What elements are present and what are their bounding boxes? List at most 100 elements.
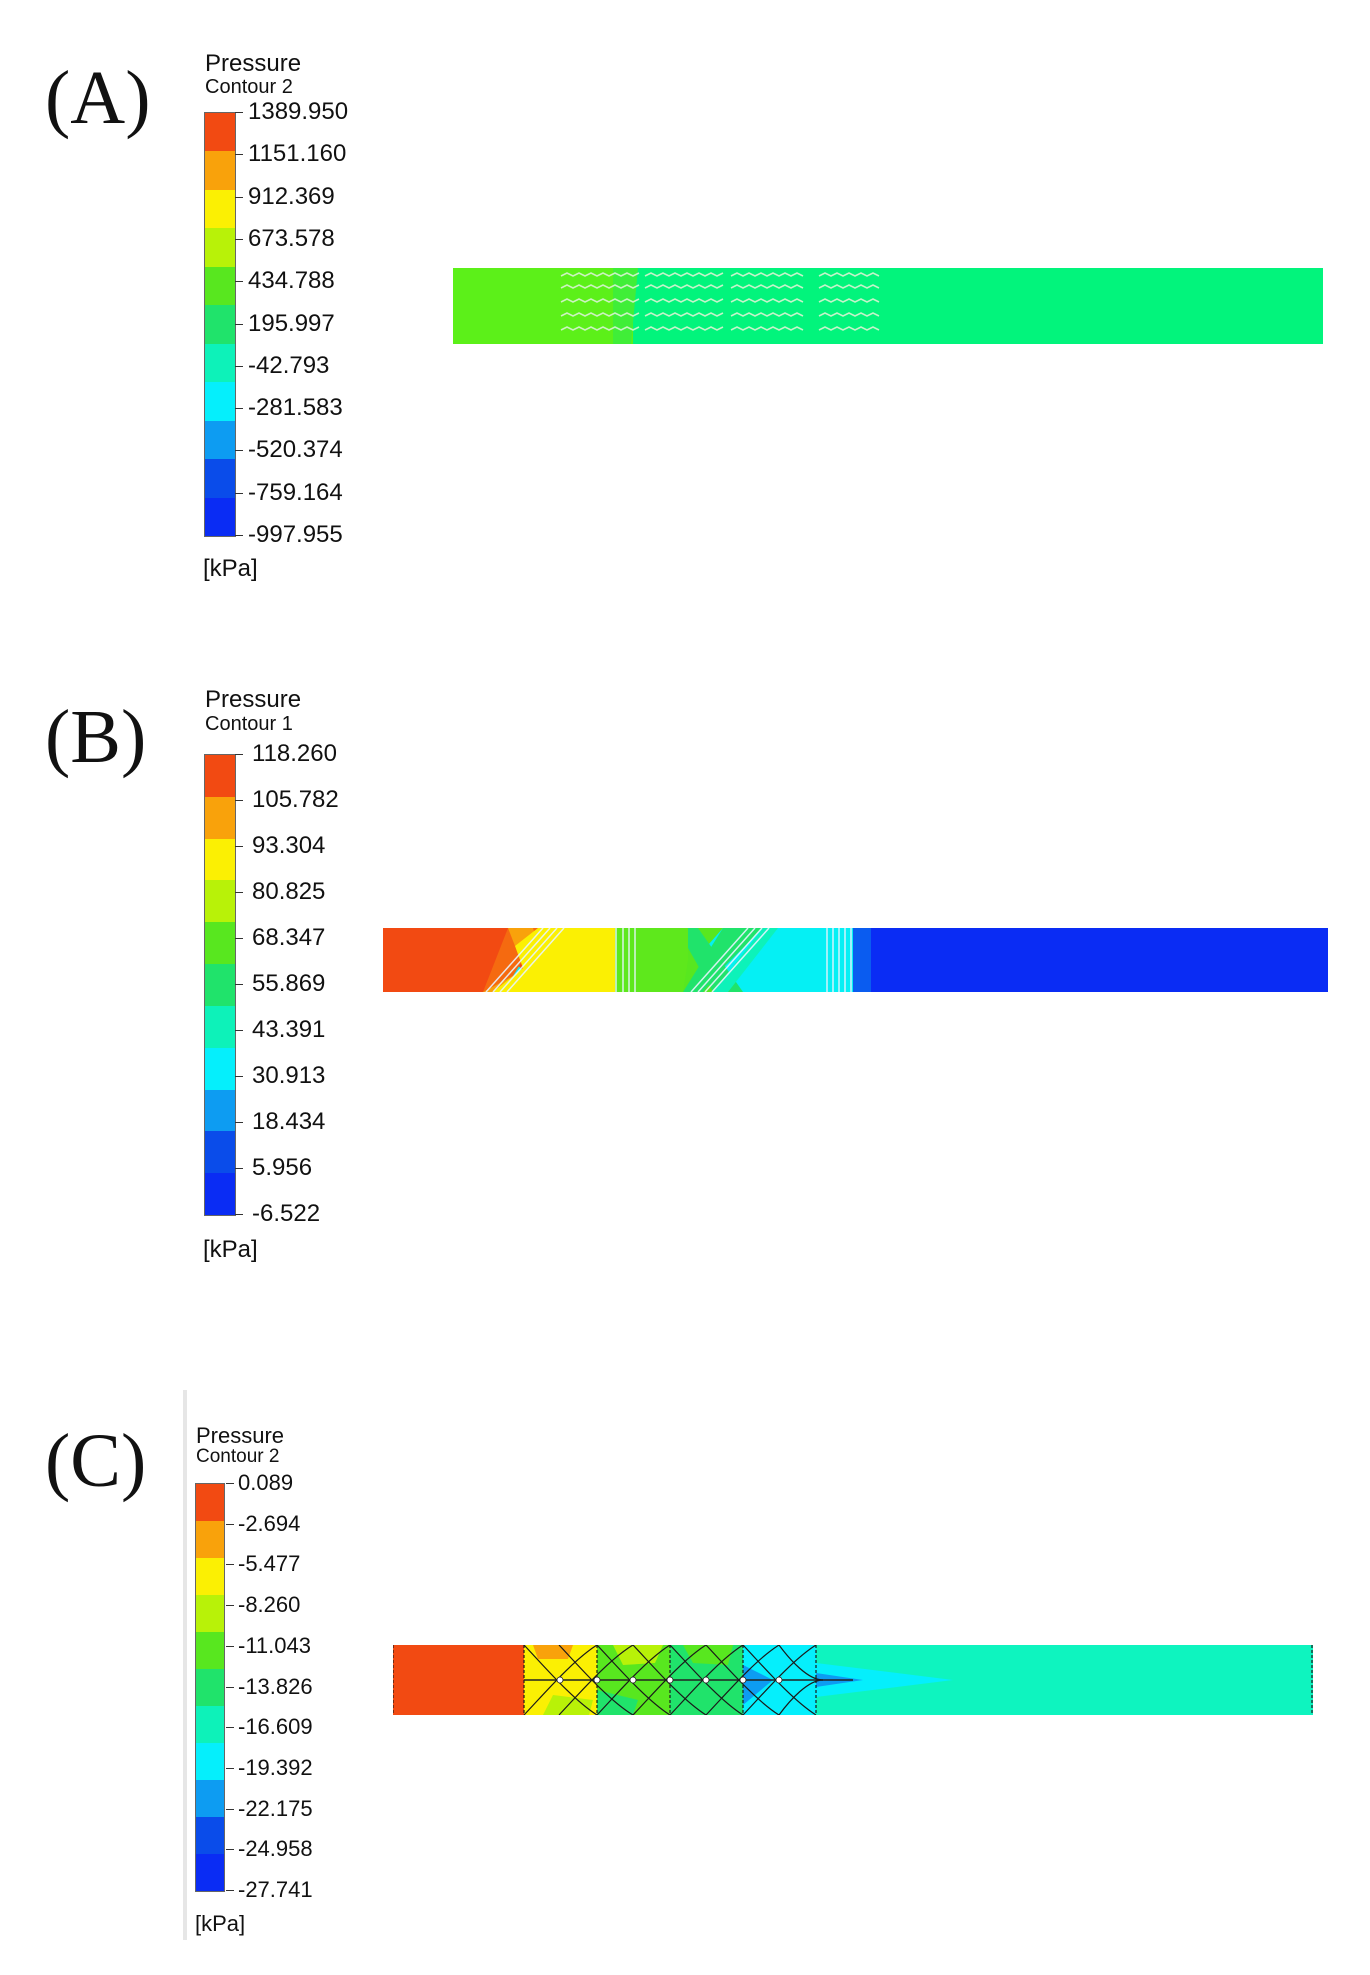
panel-label-a: (A) — [45, 56, 151, 140]
colorbar-tick-label: 68.347 — [252, 924, 326, 951]
pressure-contour-pipe-b — [383, 928, 1328, 992]
colorbar-tick-label: -19.392 — [238, 1754, 313, 1780]
color-swatch — [205, 1089, 235, 1132]
color-swatch — [205, 964, 235, 1006]
color-swatch — [205, 838, 235, 881]
colorbar-tick-label: -520.374 — [248, 436, 343, 464]
colorbar-tick — [235, 535, 243, 536]
colorbar-tick — [235, 892, 243, 893]
colorbar-tick-label: 912.369 — [248, 182, 335, 210]
colorbar-tick-label: -42.793 — [248, 351, 330, 379]
color-swatch — [196, 1743, 224, 1780]
colorbar-tick — [226, 1564, 234, 1566]
colorbar-tick-label: 434.788 — [248, 267, 335, 295]
colorbar-tick — [226, 1605, 234, 1607]
color-swatch — [196, 1780, 224, 1817]
colorbar-tick — [235, 112, 243, 113]
panel-label-c: (C) — [45, 1419, 147, 1503]
color-swatch — [205, 796, 235, 839]
pressure-contour-pipe-a — [453, 268, 1323, 344]
colorbar-tick — [235, 238, 243, 240]
colorbar-tick — [235, 196, 243, 198]
colorbar-tick-label: 93.304 — [252, 832, 326, 859]
colorbar-tick-label: -997.955 — [248, 521, 343, 548]
colorbar-tick-label: -2.694 — [238, 1510, 301, 1536]
colorbar-tick-label: 1151.160 — [248, 140, 347, 168]
colorbar-tick-label: 30.913 — [252, 1062, 326, 1089]
colorbar-tick-label: -13.826 — [238, 1673, 313, 1699]
colorbar-tick — [235, 984, 243, 985]
color-swatch — [196, 1632, 224, 1669]
panel-a: (A) Pressure Contour 2 [kPa] — [0, 0, 1370, 640]
color-scale-bar-c — [195, 1483, 225, 1892]
color-swatch — [205, 922, 235, 965]
pressure-contour-pipe-c — [393, 1645, 1313, 1715]
legend-title-c: Pressure — [196, 1423, 285, 1448]
color-swatch — [205, 497, 235, 536]
color-swatch — [196, 1706, 224, 1743]
colorbar-tick-label: -24.958 — [238, 1836, 313, 1862]
colorbar-tick — [226, 1523, 234, 1525]
unit-label-a: [kPa] — [203, 555, 258, 582]
colorbar-tick — [226, 1645, 234, 1647]
colorbar-tick-label: -759.164 — [248, 478, 343, 506]
colorbar-tick — [235, 154, 243, 156]
colorbar-tick — [226, 1686, 234, 1688]
colorbar-tick-label: -6.522 — [252, 1200, 321, 1227]
legend-subtitle-c: Contour 2 — [196, 1446, 280, 1467]
color-swatch — [205, 305, 235, 344]
left-edge-rule — [183, 1390, 187, 1940]
colorbar-tick — [235, 1214, 243, 1215]
color-swatch — [205, 1047, 235, 1090]
color-swatch — [205, 1173, 235, 1215]
unit-label-c: [kPa] — [195, 1911, 246, 1936]
colorbar-tick — [235, 800, 243, 801]
colorbar-tick-label: 673.578 — [248, 224, 335, 252]
color-swatch — [196, 1558, 224, 1595]
colorbar-tick — [235, 754, 243, 755]
colorbar-tick — [235, 492, 243, 494]
unit-label-b: [kPa] — [203, 1236, 258, 1263]
colorbar-tick — [226, 1849, 234, 1851]
color-swatch — [205, 459, 235, 498]
color-swatch — [196, 1595, 224, 1632]
colorbar-tick-label: 55.869 — [252, 970, 326, 997]
colorbar-tick — [235, 846, 243, 847]
legend-title-a: Pressure — [205, 50, 302, 77]
colorbar-tick-label: -22.175 — [238, 1795, 313, 1821]
colorbar-tick — [235, 408, 243, 410]
colorbar-tick-label: 1389.950 — [248, 98, 349, 125]
colorbar-tick — [226, 1727, 234, 1729]
colorbar-tick — [235, 323, 243, 325]
colorbar-tick — [235, 450, 243, 452]
colorbar-tick-label: -5.477 — [238, 1551, 301, 1577]
colorbar-tick — [226, 1767, 234, 1769]
colorbar-tick-label: -16.609 — [238, 1714, 313, 1740]
legend-title-b: Pressure — [205, 686, 302, 713]
colorbar-tick — [226, 1890, 234, 1891]
colorbar-tick — [235, 365, 243, 367]
color-swatch — [205, 1131, 235, 1174]
colorbar-tick — [235, 1168, 243, 1169]
panel-b: (B) Pressure Contour 1 [kPa] — [45, 686, 1328, 1263]
colorbar-tick-label: -27.741 — [238, 1877, 313, 1902]
colorbar-tick-label: 80.825 — [252, 878, 326, 905]
color-swatch — [196, 1854, 224, 1891]
colorbar-tick-label: 0.089 — [238, 1470, 294, 1495]
color-swatch — [205, 189, 235, 229]
panel-label-b: (B) — [45, 695, 147, 779]
color-swatch — [205, 1005, 235, 1048]
color-swatch — [205, 880, 235, 923]
color-swatch — [205, 755, 235, 797]
colorbar-tick — [235, 1122, 243, 1123]
color-swatch — [205, 151, 235, 190]
color-scale-bar-b — [204, 754, 236, 1216]
color-swatch — [196, 1669, 224, 1706]
color-swatch — [205, 343, 235, 383]
colorbar-tick — [226, 1808, 234, 1810]
colorbar-tick — [235, 281, 243, 283]
colorbar-tick-label: 118.260 — [252, 740, 337, 767]
colorbar-tick-label: 18.434 — [252, 1108, 326, 1135]
colorbar-tick — [235, 1030, 243, 1031]
